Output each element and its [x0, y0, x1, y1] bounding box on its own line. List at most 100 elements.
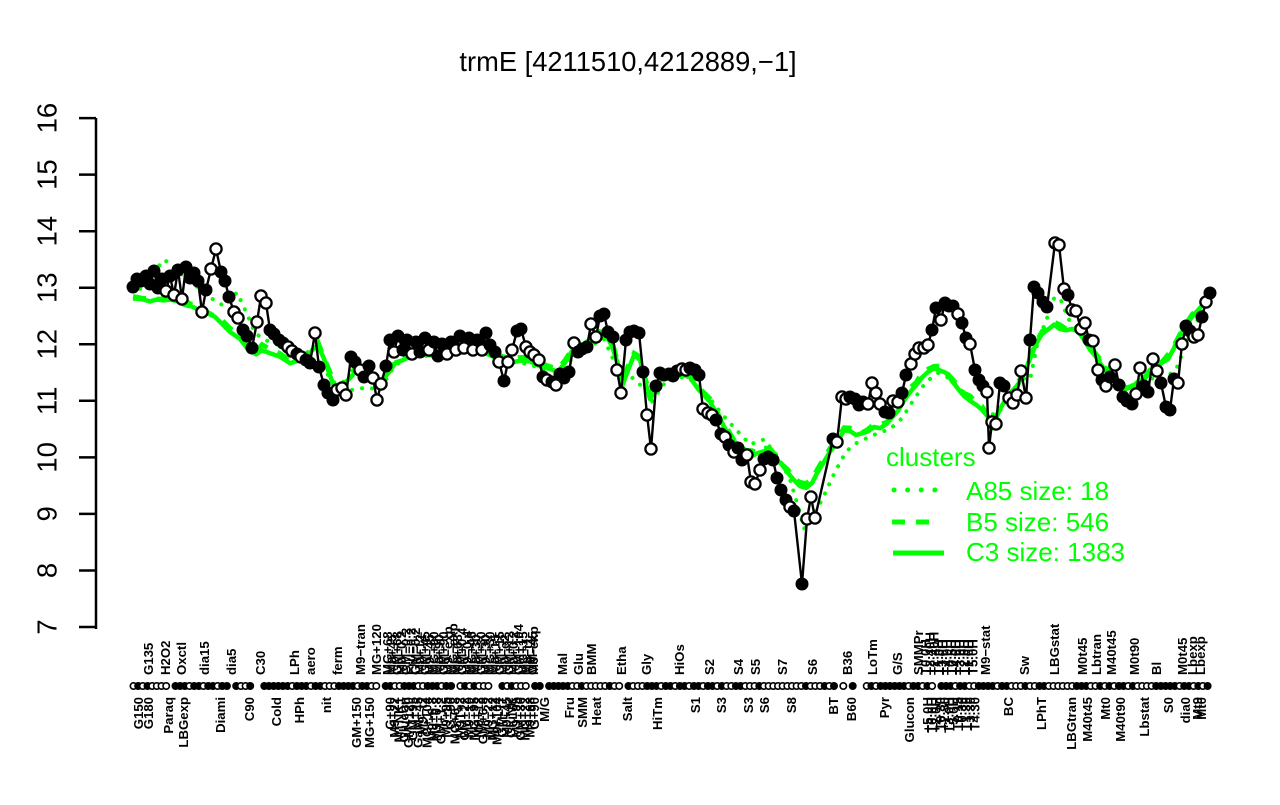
svg-text:M9+104: M9+104 [490, 696, 505, 745]
svg-text:aero: aero [303, 647, 318, 675]
svg-text:GM+45: GM+45 [417, 631, 432, 675]
svg-text:Glucon: Glucon [396, 697, 411, 742]
svg-text:M9−t2: M9−t2 [415, 697, 430, 735]
svg-text:M9−stat: M9−stat [978, 625, 993, 675]
svg-text:Gly: Gly [639, 653, 654, 675]
svg-text:Bl: Bl [1149, 662, 1164, 675]
svg-text:M40t45: M40t45 [1104, 630, 1119, 675]
svg-text:Pyr: Pyr [877, 697, 892, 718]
svg-text:S5: S5 [748, 659, 763, 675]
svg-text:9: 9 [31, 506, 62, 521]
svg-text:Lbtran: Lbtran [1089, 634, 1104, 675]
svg-text:MG−exp: MG−exp [445, 623, 460, 675]
svg-text:Fru=0.2: Fru=0.2 [403, 628, 418, 675]
svg-text:BMM: BMM [584, 643, 599, 675]
svg-text:G180: G180 [141, 697, 156, 729]
svg-text:M9+6.8: M9+6.8 [424, 697, 439, 741]
svg-text:M0t45: M0t45 [1075, 638, 1090, 675]
svg-text:HPh: HPh [292, 697, 307, 723]
svg-text:Lbexp: Lbexp [1193, 636, 1208, 675]
svg-text:T3.0H: T3.0H [942, 697, 957, 733]
svg-text:Lbstat: Lbstat [1137, 696, 1152, 736]
svg-text:T3.0H: T3.0H [952, 639, 967, 675]
svg-text:MG+120: MG+120 [369, 624, 384, 675]
svg-text:M9+12: M9+12 [413, 634, 428, 675]
svg-text:15: 15 [31, 159, 62, 190]
svg-text:LPh: LPh [287, 650, 302, 675]
svg-text:+2.0H: +2.0H [929, 697, 944, 733]
svg-text:M9−exp: M9−exp [441, 626, 456, 675]
svg-text:M9+45: M9+45 [385, 634, 400, 675]
svg-text:ferm: ferm [330, 646, 345, 675]
svg-text:Mt0: Mt0 [1194, 697, 1209, 720]
svg-text:T1.30: T1.30 [959, 697, 974, 731]
svg-text:M9−0.2: M9−0.2 [394, 631, 409, 675]
svg-text:T0.15: T0.15 [950, 697, 965, 731]
svg-text:SMMPr: SMMPr [911, 630, 926, 675]
svg-text:M9+68: M9+68 [450, 634, 465, 675]
svg-text:M9+30: M9+30 [469, 634, 484, 675]
svg-text:M9+22: M9+22 [387, 697, 402, 738]
svg-text:GM+30: GM+30 [513, 697, 528, 741]
svg-text:GM−t1: GM−t1 [494, 697, 509, 738]
svg-text:clusters: clusters [886, 442, 976, 472]
svg-text:M9+90: M9+90 [431, 634, 446, 675]
svg-text:nit: nit [319, 696, 334, 713]
svg-text:8: 8 [31, 563, 62, 578]
svg-text:S0: S0 [1161, 697, 1176, 713]
svg-text:G+90: G+90 [382, 697, 397, 730]
svg-text:G150: G150 [131, 697, 146, 729]
svg-text:T4.0H: T4.0H [940, 639, 955, 675]
svg-text:dia15: dia15 [197, 641, 212, 675]
svg-text:T5.0H: T5.0H [965, 639, 980, 675]
svg-text:+5.0H: +5.0H [920, 697, 935, 733]
svg-text:MG+6.8: MG+6.8 [448, 697, 463, 744]
svg-text:Diami: Diami [213, 697, 228, 733]
svg-text:M9+68: M9+68 [522, 697, 537, 738]
svg-text:M9−10: M9−10 [462, 697, 477, 738]
svg-text:S4: S4 [731, 658, 746, 675]
svg-text:T2.0H: T2.0H [957, 639, 972, 675]
svg-text:+2.40H: +2.40H [922, 632, 937, 675]
svg-text:dia0: dia0 [1178, 697, 1193, 723]
svg-text:T4.30: T4.30 [967, 697, 982, 731]
svg-text:HiTm: HiTm [650, 697, 665, 730]
svg-text:GM+0.4: GM+0.4 [455, 627, 470, 675]
svg-text:M9+45: M9+45 [499, 697, 514, 738]
svg-text:MG+90: MG+90 [427, 631, 442, 675]
svg-text:H2O2: H2O2 [158, 641, 173, 675]
svg-text:MG+12: MG+12 [485, 697, 500, 741]
svg-text:LPhT: LPhT [1034, 697, 1049, 730]
svg-text:Mal: Mal [555, 653, 570, 675]
svg-text:Etha: Etha [614, 646, 629, 675]
svg-text:S6: S6 [805, 659, 820, 675]
svg-text:GaM+45: GaM+45 [410, 697, 425, 748]
svg-text:MG+22: MG+22 [518, 697, 533, 741]
svg-text:LBGstat: LBGstat [1047, 623, 1062, 675]
svg-text:Glucon: Glucon [902, 697, 917, 742]
svg-text:14: 14 [31, 216, 62, 247]
svg-text:T0.0H: T0.0H [924, 697, 939, 733]
svg-text:+4.0H: +4.0H [948, 639, 963, 675]
svg-text:G135: G135 [141, 643, 156, 675]
svg-text:T1.0H: T1.0H [931, 639, 946, 675]
svg-text:M9−exp: M9−exp [526, 626, 541, 675]
svg-text:A85 size: 18: A85 size: 18 [966, 476, 1109, 506]
svg-text:LBGexp: LBGexp [176, 697, 191, 748]
svg-text:T0.0H: T0.0H [918, 639, 933, 675]
svg-text:M0t90: M0t90 [1127, 638, 1142, 675]
svg-text:GM+68: GM+68 [389, 631, 404, 675]
svg-text:S8: S8 [784, 697, 799, 713]
svg-text:M9−e2: M9−e2 [497, 634, 512, 675]
svg-text:GM+90: GM+90 [436, 631, 451, 675]
svg-text:SMM: SMM [575, 697, 590, 728]
svg-text:+0.30: +0.30 [954, 697, 969, 730]
svg-text:M40t90: M40t90 [1113, 697, 1128, 742]
svg-text:GM=0.2: GM=0.2 [408, 628, 423, 675]
svg-text:T0.5H: T0.5H [944, 639, 959, 675]
svg-text:+2.30: +2.30 [937, 697, 952, 730]
svg-text:C3 size: 1383: C3 size: 1383 [966, 537, 1125, 567]
svg-text:M9−t1: M9−t1 [520, 637, 535, 675]
svg-text:B36: B36 [840, 651, 855, 675]
svg-text:M/G: M/G [537, 697, 552, 722]
